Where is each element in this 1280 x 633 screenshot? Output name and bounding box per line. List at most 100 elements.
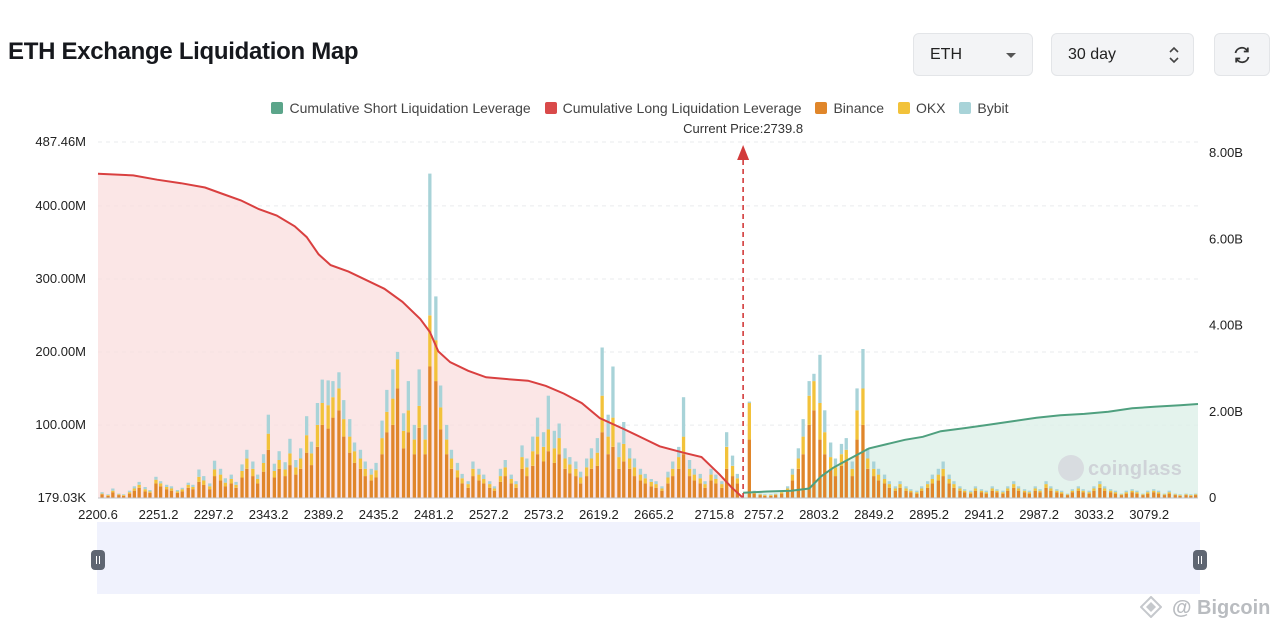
bar-binance	[790, 480, 795, 498]
bar-bybit	[681, 397, 686, 437]
bar-binance	[212, 476, 217, 498]
bar-okx	[117, 494, 121, 495]
bar-binance	[671, 476, 675, 498]
bar-binance	[552, 462, 556, 498]
bar-bybit	[391, 369, 395, 399]
bar-okx	[471, 468, 475, 477]
bar-binance	[460, 483, 464, 498]
bar-okx	[796, 458, 800, 469]
bar-binance	[1146, 493, 1150, 498]
bar-okx	[240, 471, 244, 478]
bar-okx	[915, 492, 919, 494]
bar-binance	[579, 483, 583, 498]
bar-binance	[714, 483, 718, 498]
legend-item-long[interactable]: Cumulative Long Liquidation Leverage	[544, 100, 802, 116]
bar-okx	[747, 403, 751, 440]
y-left-tick-label: 179.03K	[38, 490, 87, 505]
range-select[interactable]: 30 day	[1051, 33, 1194, 76]
bar-binance	[337, 410, 341, 498]
bar-binance	[660, 490, 664, 498]
bar-bybit	[417, 369, 421, 406]
bar-bybit	[1038, 489, 1042, 491]
bar-okx	[1006, 488, 1010, 491]
bar-binance	[995, 492, 999, 498]
bar-okx	[1178, 495, 1182, 496]
bar-bybit	[638, 468, 643, 475]
chart-legend: Cumulative Short Liquidation Leverage Cu…	[0, 100, 1280, 116]
bar-binance	[186, 487, 190, 498]
legend-item-binance[interactable]: Binance	[815, 100, 884, 116]
bar-binance	[606, 454, 610, 498]
bar-binance	[380, 454, 384, 498]
bar-okx	[180, 489, 184, 492]
bar-bybit	[687, 460, 692, 469]
bar-binance	[898, 487, 902, 498]
bar-binance	[546, 451, 550, 498]
range-slider[interactable]	[97, 522, 1200, 594]
bar-binance	[283, 476, 287, 498]
bar-bybit	[369, 468, 373, 475]
bar-bybit	[758, 493, 762, 495]
bar-binance	[984, 493, 988, 498]
bar-bybit	[1006, 486, 1010, 489]
x-tick-label: 2987.2	[1019, 507, 1059, 522]
legend-item-short[interactable]: Cumulative Short Liquidation Leverage	[271, 100, 531, 116]
bar-binance	[272, 477, 276, 498]
bar-binance	[455, 477, 460, 498]
legend-swatch	[959, 102, 972, 114]
bar-binance	[666, 483, 670, 498]
bar-okx	[589, 458, 594, 469]
legend-item-bybit[interactable]: Bybit	[959, 100, 1009, 116]
bar-okx	[850, 468, 854, 477]
bar-okx	[127, 492, 132, 494]
bar-okx	[823, 432, 827, 455]
bar-binance	[1098, 487, 1102, 498]
bar-binance	[1152, 492, 1156, 498]
bar-bybit	[1070, 489, 1074, 491]
bar-bybit	[132, 486, 136, 489]
legend-item-okx[interactable]: OKX	[897, 100, 946, 116]
slider-handle-left[interactable]	[91, 550, 105, 570]
bar-bybit	[202, 476, 206, 481]
bar-okx	[941, 468, 945, 477]
bar-okx	[638, 474, 643, 481]
bar-binance	[395, 388, 400, 498]
bar-binance	[1173, 495, 1177, 498]
bar-bybit	[423, 424, 427, 440]
bar-okx	[208, 486, 212, 490]
bar-okx	[595, 452, 599, 466]
bar-binance	[904, 490, 908, 498]
bar-okx	[1167, 492, 1171, 494]
short-cumulative-line	[743, 403, 1199, 494]
bar-okx	[212, 469, 217, 477]
bar-okx	[563, 458, 567, 469]
slider-handle-right[interactable]	[1193, 550, 1207, 570]
bar-binance	[735, 483, 739, 498]
bar-bybit	[520, 445, 524, 458]
bar-binance	[1070, 492, 1074, 498]
bar-okx	[769, 495, 773, 496]
refresh-button[interactable]	[1214, 33, 1270, 76]
bar-okx	[611, 417, 615, 447]
bar-okx	[488, 484, 492, 488]
symbol-select[interactable]: ETH	[913, 33, 1033, 76]
bar-binance	[1038, 492, 1042, 498]
bar-okx	[1044, 484, 1048, 488]
bar-okx	[979, 490, 984, 493]
bar-bybit	[632, 458, 637, 468]
bar-bybit	[1044, 481, 1048, 485]
bar-bybit	[1194, 493, 1198, 495]
bar-bybit	[352, 442, 357, 452]
bar-okx	[1092, 488, 1096, 491]
bar-binance	[1162, 495, 1167, 498]
bar-binance	[288, 465, 292, 498]
range-select-value: 30 day	[1068, 46, 1117, 63]
bar-bybit	[1130, 489, 1134, 491]
bar-okx	[904, 488, 908, 491]
bar-bybit	[363, 461, 367, 469]
bar-binance	[839, 465, 844, 498]
bar-okx	[990, 488, 994, 491]
bar-binance	[973, 490, 978, 498]
bar-bybit	[531, 436, 535, 452]
bar-bybit	[909, 489, 913, 491]
